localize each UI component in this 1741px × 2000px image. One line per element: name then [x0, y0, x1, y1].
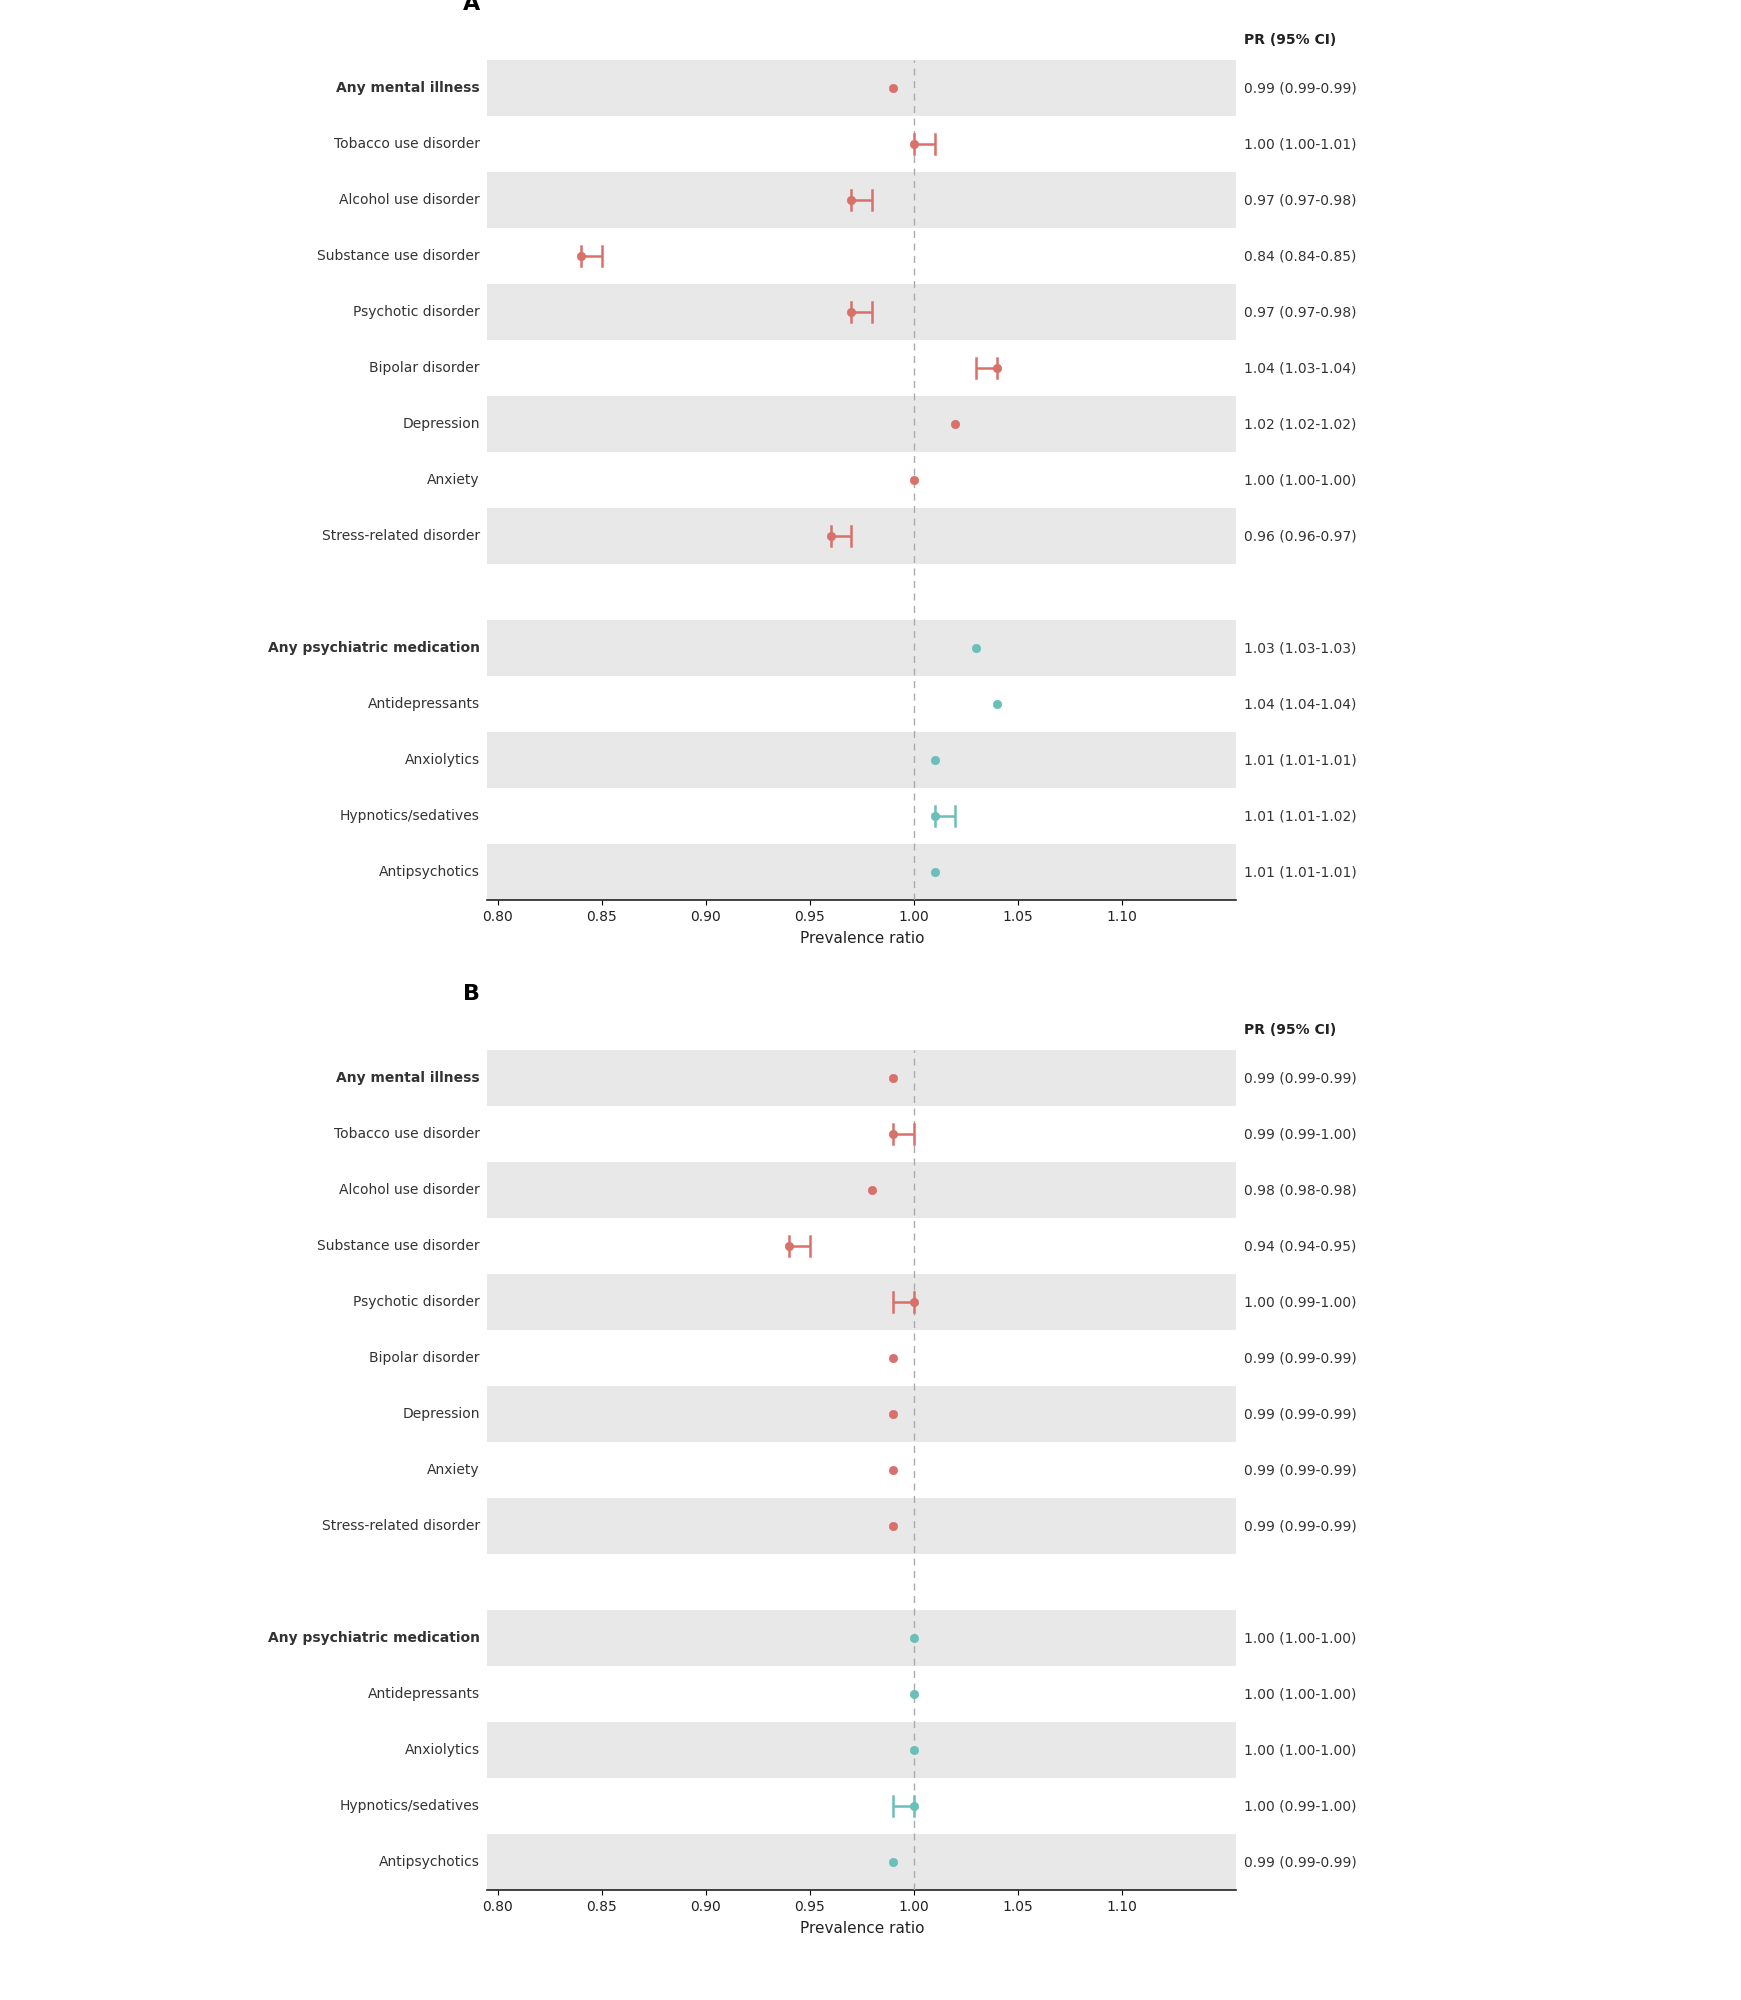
Text: Anxiolytics: Anxiolytics: [406, 1742, 481, 1758]
Bar: [487, 1162, 1236, 1218]
Text: Alcohol use disorder: Alcohol use disorder: [339, 1182, 481, 1196]
Text: 0.99 (0.99-1.00): 0.99 (0.99-1.00): [1243, 1128, 1356, 1140]
Text: PR (95% CI): PR (95% CI): [1243, 1024, 1335, 1038]
Text: Bipolar disorder: Bipolar disorder: [369, 360, 481, 376]
Text: 0.99 (0.99-0.99): 0.99 (0.99-0.99): [1243, 1464, 1356, 1476]
Text: 0.84 (0.84-0.85): 0.84 (0.84-0.85): [1243, 248, 1356, 262]
Text: 1.04 (1.03-1.04): 1.04 (1.03-1.04): [1243, 360, 1356, 376]
Text: Depression: Depression: [402, 418, 481, 432]
Text: 0.99 (0.99-0.99): 0.99 (0.99-0.99): [1243, 1856, 1356, 1868]
Text: Antipsychotics: Antipsychotics: [380, 864, 481, 880]
Text: 0.97 (0.97-0.98): 0.97 (0.97-0.98): [1243, 194, 1356, 208]
Bar: [487, 172, 1236, 228]
Bar: [487, 1274, 1236, 1330]
Text: 0.97 (0.97-0.98): 0.97 (0.97-0.98): [1243, 304, 1356, 318]
Text: Any psychiatric medication: Any psychiatric medication: [268, 1632, 481, 1644]
Bar: [487, 1722, 1236, 1778]
Text: Anxiety: Anxiety: [427, 1464, 481, 1476]
Text: Psychotic disorder: Psychotic disorder: [353, 1296, 481, 1308]
Bar: [487, 284, 1236, 340]
Text: 0.99 (0.99-0.99): 0.99 (0.99-0.99): [1243, 80, 1356, 94]
Text: Anxiolytics: Anxiolytics: [406, 752, 481, 766]
Text: 1.00 (1.00-1.00): 1.00 (1.00-1.00): [1243, 1742, 1356, 1758]
Text: Any mental illness: Any mental illness: [336, 80, 481, 94]
Text: Antipsychotics: Antipsychotics: [380, 1856, 481, 1868]
Text: 1.00 (1.00-1.01): 1.00 (1.00-1.01): [1243, 136, 1356, 152]
Text: Antidepressants: Antidepressants: [367, 1688, 481, 1700]
Text: PR (95% CI): PR (95% CI): [1243, 34, 1335, 48]
Bar: [487, 508, 1236, 564]
Text: 0.99 (0.99-0.99): 0.99 (0.99-0.99): [1243, 1408, 1356, 1420]
Text: 1.02 (1.02-1.02): 1.02 (1.02-1.02): [1243, 418, 1356, 432]
Bar: [487, 1498, 1236, 1554]
Text: 0.99 (0.99-0.99): 0.99 (0.99-0.99): [1243, 1352, 1356, 1364]
Text: Tobacco use disorder: Tobacco use disorder: [334, 136, 481, 152]
Bar: [487, 396, 1236, 452]
Text: Stress-related disorder: Stress-related disorder: [322, 528, 481, 542]
Text: Bipolar disorder: Bipolar disorder: [369, 1352, 481, 1364]
Text: 1.01 (1.01-1.02): 1.01 (1.01-1.02): [1243, 808, 1356, 824]
Text: Stress-related disorder: Stress-related disorder: [322, 1520, 481, 1532]
Text: Any psychiatric medication: Any psychiatric medication: [268, 640, 481, 656]
Text: B: B: [463, 984, 481, 1004]
Text: 0.99 (0.99-0.99): 0.99 (0.99-0.99): [1243, 1072, 1356, 1084]
Text: 0.99 (0.99-0.99): 0.99 (0.99-0.99): [1243, 1520, 1356, 1532]
Text: Depression: Depression: [402, 1408, 481, 1420]
Text: Antidepressants: Antidepressants: [367, 698, 481, 712]
Text: 0.98 (0.98-0.98): 0.98 (0.98-0.98): [1243, 1182, 1356, 1196]
Bar: [487, 1834, 1236, 1890]
Text: A: A: [463, 0, 481, 14]
Text: 1.04 (1.04-1.04): 1.04 (1.04-1.04): [1243, 698, 1356, 712]
Bar: [487, 620, 1236, 676]
Bar: [487, 60, 1236, 116]
Bar: [487, 732, 1236, 788]
Text: 1.00 (0.99-1.00): 1.00 (0.99-1.00): [1243, 1800, 1356, 1812]
Text: 1.03 (1.03-1.03): 1.03 (1.03-1.03): [1243, 640, 1356, 656]
Text: 1.01 (1.01-1.01): 1.01 (1.01-1.01): [1243, 864, 1356, 880]
Bar: [487, 1050, 1236, 1106]
Text: 1.00 (0.99-1.00): 1.00 (0.99-1.00): [1243, 1296, 1356, 1308]
Text: Anxiety: Anxiety: [427, 472, 481, 486]
Text: 1.00 (1.00-1.00): 1.00 (1.00-1.00): [1243, 1688, 1356, 1700]
X-axis label: Prevalence ratio: Prevalence ratio: [799, 930, 924, 946]
Text: Hypnotics/sedatives: Hypnotics/sedatives: [339, 808, 481, 824]
Bar: [487, 1610, 1236, 1666]
Text: Tobacco use disorder: Tobacco use disorder: [334, 1128, 481, 1140]
Text: 0.94 (0.94-0.95): 0.94 (0.94-0.95): [1243, 1238, 1356, 1252]
Text: 1.00 (1.00-1.00): 1.00 (1.00-1.00): [1243, 472, 1356, 486]
Text: Psychotic disorder: Psychotic disorder: [353, 304, 481, 318]
Text: 0.96 (0.96-0.97): 0.96 (0.96-0.97): [1243, 528, 1356, 542]
Text: Substance use disorder: Substance use disorder: [317, 248, 481, 262]
Text: Substance use disorder: Substance use disorder: [317, 1238, 481, 1252]
Bar: [487, 844, 1236, 900]
Text: 1.01 (1.01-1.01): 1.01 (1.01-1.01): [1243, 752, 1356, 766]
Bar: [487, 1386, 1236, 1442]
Text: Hypnotics/sedatives: Hypnotics/sedatives: [339, 1800, 481, 1812]
X-axis label: Prevalence ratio: Prevalence ratio: [799, 1920, 924, 1936]
Text: 1.00 (1.00-1.00): 1.00 (1.00-1.00): [1243, 1632, 1356, 1644]
Text: Alcohol use disorder: Alcohol use disorder: [339, 194, 481, 208]
Text: Any mental illness: Any mental illness: [336, 1072, 481, 1084]
